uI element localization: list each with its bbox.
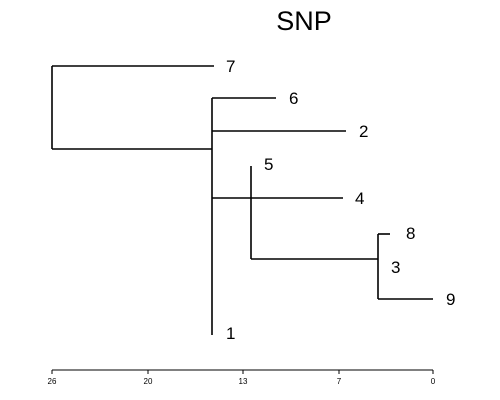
leaf-labels: 7 6 2 5 4 8 3 9 1 <box>226 57 455 343</box>
leaf-label-7: 7 <box>226 57 235 76</box>
axis-tick-label-7: 7 <box>337 377 342 386</box>
axis-tick-label-26: 26 <box>48 377 57 386</box>
leaf-label-9: 9 <box>446 290 455 309</box>
leaf-label-1: 1 <box>226 324 235 343</box>
axis-tick-label-13: 13 <box>239 377 248 386</box>
leaf-label-5: 5 <box>264 155 273 174</box>
leaf-label-3: 3 <box>391 258 400 277</box>
leaf-label-8: 8 <box>406 224 415 243</box>
tree-branches <box>51 65 433 335</box>
axis-tick-label-20: 20 <box>144 377 153 386</box>
distance-axis: 26 20 13 7 0 <box>48 369 436 386</box>
leaf-label-2: 2 <box>359 122 368 141</box>
leaf-label-4: 4 <box>355 189 364 208</box>
chart-title: SNP <box>276 6 332 36</box>
axis-tick-label-0: 0 <box>431 377 436 386</box>
leaf-label-6: 6 <box>289 89 298 108</box>
